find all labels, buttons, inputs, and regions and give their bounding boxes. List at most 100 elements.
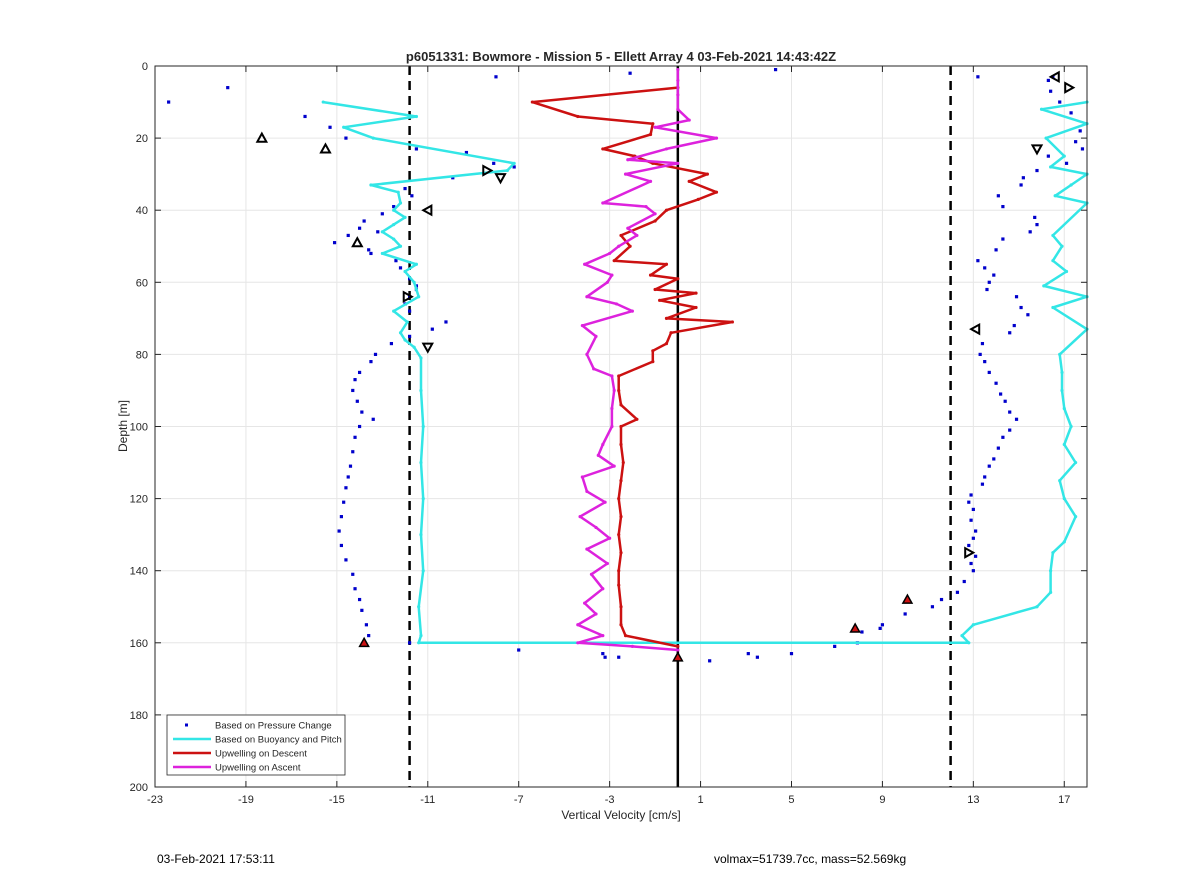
series-upwelling-on-ascent-vertex xyxy=(589,572,594,576)
series-based-on-buoyancy-and-pitch-vertex xyxy=(398,201,403,205)
y-tick-label: 120 xyxy=(130,494,148,506)
series-based-on-buoyancy-and-pitch-vertex xyxy=(1062,540,1066,544)
series-based-on-buoyancy-and-pitch-vertex xyxy=(392,237,396,241)
y-tick-label: 20 xyxy=(136,133,148,145)
series-based-on-pressure-change-point xyxy=(955,590,960,594)
series-upwelling-on-ascent-vertex xyxy=(648,179,653,183)
series-based-on-pressure-change-point xyxy=(444,320,448,324)
y-tick-label: 80 xyxy=(136,349,148,361)
x-tick-label: -23 xyxy=(147,794,163,806)
series-based-on-pressure-change-point xyxy=(353,435,357,439)
descent-marker xyxy=(969,322,981,336)
series-based-on-buoyancy-and-pitch-vertex xyxy=(1051,233,1055,238)
series-upwelling-on-ascent-vertex xyxy=(676,68,680,72)
series-upwelling-on-ascent-vertex xyxy=(605,280,609,284)
series-based-on-pressure-change-point xyxy=(339,515,343,519)
series-upwelling-on-ascent-vertex xyxy=(635,233,639,238)
footer-timestamp: 03-Feb-2021 17:53:11 xyxy=(157,852,275,866)
series-based-on-buoyancy-and-pitch-vertex xyxy=(421,497,425,501)
series-upwelling-on-ascent-vertex xyxy=(608,251,612,256)
series-based-on-pressure-change-point xyxy=(999,392,1003,396)
series-upwelling-on-descent-vertex xyxy=(705,172,709,176)
series-based-on-pressure-change-point xyxy=(351,388,355,393)
filled-marker xyxy=(672,651,684,662)
filled-marker xyxy=(901,593,914,604)
series-upwelling-on-descent-vertex xyxy=(619,403,623,407)
series-based-on-pressure-change-point xyxy=(708,659,712,663)
series-based-on-buoyancy-and-pitch-vertex xyxy=(1060,388,1064,393)
series-upwelling-on-ascent-vertex xyxy=(612,388,616,393)
series-upwelling-on-descent-vertex xyxy=(664,341,669,346)
series-based-on-pressure-change-point xyxy=(360,410,364,414)
series-based-on-buoyancy-and-pitch-vertex xyxy=(1058,478,1062,483)
descent-marker xyxy=(1048,70,1060,84)
y-tick-label: 200 xyxy=(130,782,148,794)
descent-marker xyxy=(402,290,414,303)
series-based-on-buoyancy-and-pitch-vertex xyxy=(1042,284,1046,288)
series-based-on-pressure-change-point xyxy=(1001,237,1005,241)
series-based-on-pressure-change-point xyxy=(369,360,373,364)
series-based-on-buoyancy-and-pitch-vertex xyxy=(967,641,971,645)
ascent-marker xyxy=(255,131,269,143)
series-upwelling-on-descent-vertex xyxy=(714,190,719,194)
series-based-on-pressure-change-point xyxy=(1008,410,1012,414)
series-upwelling-on-ascent-vertex xyxy=(610,406,614,411)
series-based-on-buoyancy-and-pitch-vertex xyxy=(380,251,384,256)
series-upwelling-on-descent-vertex xyxy=(694,291,698,295)
series-based-on-pressure-change-point xyxy=(971,569,975,573)
series-based-on-pressure-change-point xyxy=(980,341,985,346)
series-based-on-pressure-change-point xyxy=(987,280,991,284)
series-based-on-buoyancy-and-pitch-vertex xyxy=(371,136,375,140)
series-based-on-pressure-change-point xyxy=(628,71,632,75)
series-based-on-pressure-change-point xyxy=(1012,323,1016,328)
series-based-on-pressure-change-point xyxy=(1046,154,1050,158)
series-based-on-buoyancy-and-pitch-vertex xyxy=(396,190,400,194)
series-based-on-buoyancy-and-pitch-vertex xyxy=(414,262,419,266)
series-upwelling-on-ascent-vertex xyxy=(585,295,589,299)
series-based-on-buoyancy-and-pitch-vertex xyxy=(1058,352,1062,356)
series-based-on-pressure-change-point xyxy=(971,536,975,540)
reference-lines xyxy=(408,66,952,787)
series-upwelling-on-ascent-vertex xyxy=(653,125,657,129)
series-based-on-buoyancy-and-pitch-vertex xyxy=(392,309,396,313)
series-based-on-pressure-change-point xyxy=(755,655,759,659)
x-tick-label: 13 xyxy=(967,794,979,806)
series-based-on-pressure-change-point xyxy=(980,482,985,486)
series-based-on-buoyancy-and-pitch-line xyxy=(323,100,1089,645)
series-based-on-pressure-change-point xyxy=(403,186,407,191)
series-based-on-pressure-change-point xyxy=(1014,295,1019,299)
series-based-on-pressure-change-point xyxy=(969,493,973,497)
series-based-on-pressure-change-point xyxy=(517,648,521,652)
series-based-on-pressure-change-point xyxy=(1051,75,1055,79)
series-upwelling-on-descent-vertex xyxy=(619,424,623,429)
series-based-on-buoyancy-and-pitch-vertex xyxy=(971,623,975,627)
series-based-on-pressure-change-point xyxy=(353,378,357,382)
series-based-on-pressure-change-point xyxy=(430,327,434,331)
series-based-on-buoyancy-and-pitch-vertex xyxy=(419,460,423,465)
series-upwelling-on-descent-vertex xyxy=(664,316,669,320)
x-tick-label: 9 xyxy=(879,794,885,806)
series-based-on-buoyancy-and-pitch-vertex xyxy=(419,388,423,393)
series-based-on-buoyancy-and-pitch-vertex xyxy=(421,424,425,429)
series-upwelling-on-ascent-vertex xyxy=(585,489,589,493)
series-based-on-buoyancy-and-pitch-vertex xyxy=(421,569,425,573)
x-tick-label: -19 xyxy=(238,794,254,806)
filled-marker xyxy=(849,622,861,633)
series-based-on-pressure-change-point xyxy=(357,424,362,429)
series-upwelling-on-descent-vertex xyxy=(619,478,623,483)
series-based-on-pressure-change-point xyxy=(1058,100,1062,104)
series-upwelling-on-descent-vertex xyxy=(619,605,623,609)
series-upwelling-on-ascent-vertex xyxy=(610,273,614,277)
series-based-on-pressure-change-point xyxy=(1046,78,1050,83)
series-upwelling-on-descent-vertex xyxy=(601,147,605,151)
series-based-on-buoyancy-and-pitch-vertex xyxy=(1060,370,1064,375)
series-based-on-buoyancy-and-pitch-vertex xyxy=(392,223,396,227)
series-based-on-buoyancy-and-pitch-vertex xyxy=(1062,442,1066,447)
series-upwelling-on-ascent-vertex xyxy=(626,226,630,230)
series-based-on-pressure-change-point xyxy=(328,125,332,129)
series-based-on-buoyancy-and-pitch-vertex xyxy=(417,641,421,645)
series-based-on-pressure-change-point xyxy=(167,100,171,104)
series-upwelling-on-descent-vertex xyxy=(664,262,669,266)
series-based-on-buoyancy-and-pitch-vertex xyxy=(1069,424,1073,429)
